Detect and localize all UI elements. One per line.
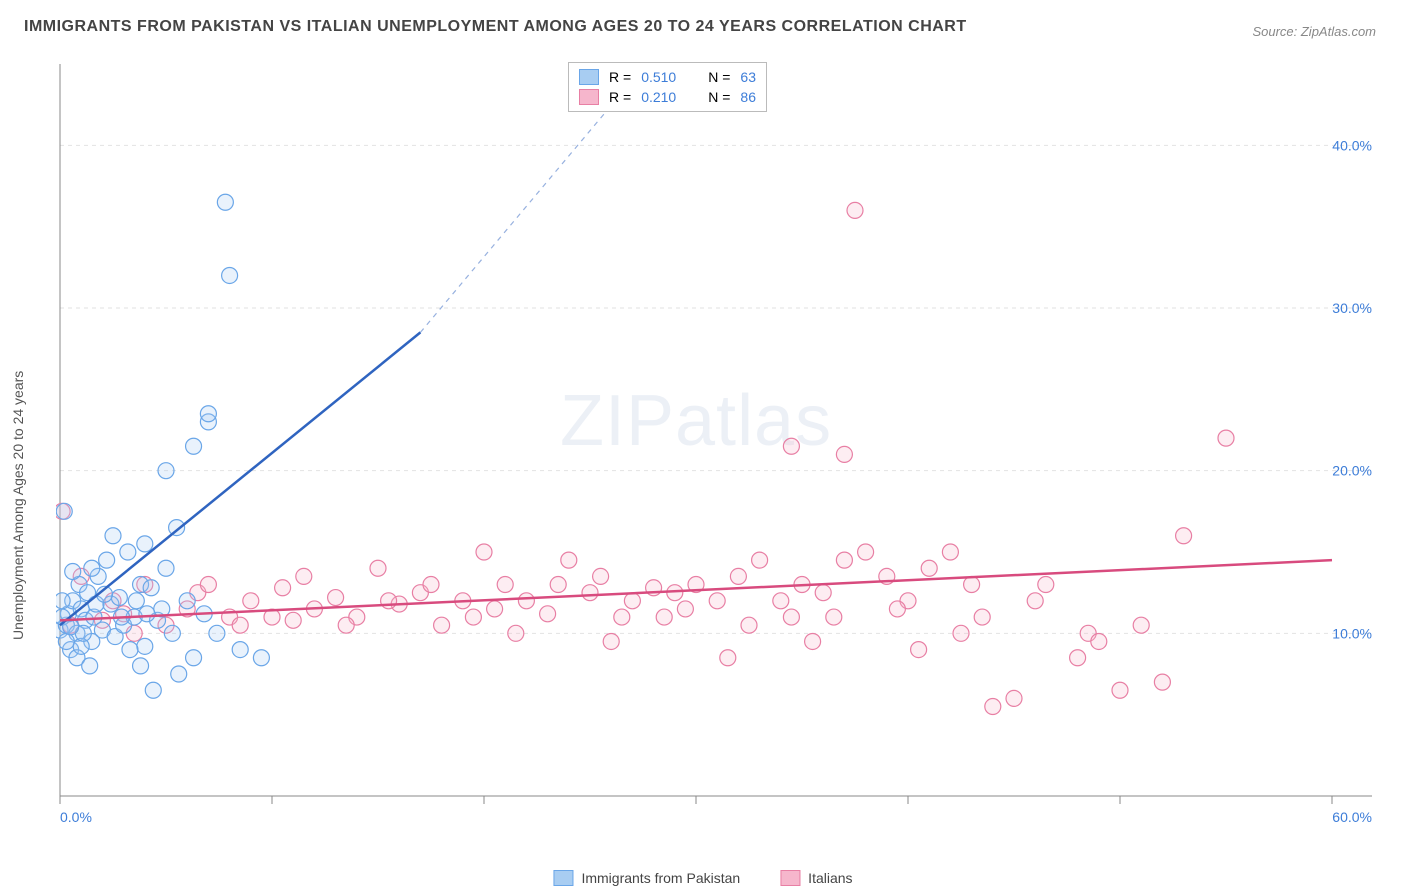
n-label: N = xyxy=(708,69,730,85)
legend-item-pakistan: Immigrants from Pakistan xyxy=(553,870,740,886)
scatter-chart: 10.0% 20.0% 30.0% 40.0% 0.0% 60.0% xyxy=(56,60,1378,830)
chart-title: IMMIGRANTS FROM PAKISTAN VS ITALIAN UNEM… xyxy=(24,18,967,36)
stats-row-pakistan: R = 0.510 N = 63 xyxy=(579,67,756,87)
legend-item-italians: Italians xyxy=(780,870,852,886)
bottom-legend: Immigrants from Pakistan Italians xyxy=(553,870,852,886)
legend-label: Italians xyxy=(808,870,852,886)
swatch-pakistan xyxy=(553,870,573,886)
source-label: Source: ZipAtlas.com xyxy=(1252,24,1376,39)
swatch-pakistan xyxy=(579,69,599,85)
legend-label: Immigrants from Pakistan xyxy=(581,870,740,886)
r-label: R = xyxy=(609,69,631,85)
r-label: R = xyxy=(609,89,631,105)
r-value: 0.210 xyxy=(641,89,676,105)
stats-legend: R = 0.510 N = 63 R = 0.210 N = 86 xyxy=(568,62,767,112)
stats-row-italians: R = 0.210 N = 86 xyxy=(579,87,756,107)
n-value: 86 xyxy=(740,89,756,105)
svg-text:20.0%: 20.0% xyxy=(1332,463,1372,479)
n-label: N = xyxy=(708,89,730,105)
n-value: 63 xyxy=(740,69,756,85)
r-value: 0.510 xyxy=(641,69,676,85)
svg-text:40.0%: 40.0% xyxy=(1332,137,1372,153)
y-axis-label: Unemployment Among Ages 20 to 24 years xyxy=(10,371,26,640)
svg-text:0.0%: 0.0% xyxy=(60,809,92,825)
svg-text:30.0%: 30.0% xyxy=(1332,300,1372,316)
svg-text:60.0%: 60.0% xyxy=(1332,809,1372,825)
svg-text:10.0%: 10.0% xyxy=(1332,625,1372,641)
swatch-italians xyxy=(579,89,599,105)
swatch-italians xyxy=(780,870,800,886)
